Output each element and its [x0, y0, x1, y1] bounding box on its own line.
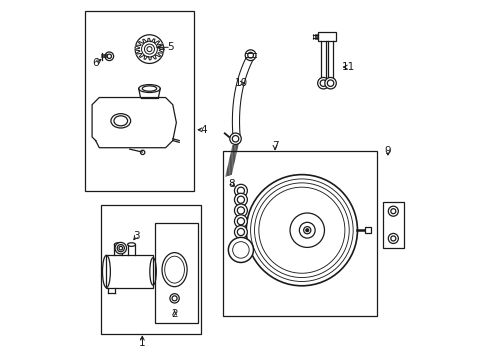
Circle shape — [234, 184, 247, 197]
Text: 10: 10 — [234, 78, 247, 88]
Circle shape — [234, 193, 247, 206]
Bar — [317, 32, 335, 41]
Polygon shape — [135, 39, 163, 60]
Bar — [364, 227, 370, 233]
Text: 3: 3 — [133, 231, 140, 240]
Circle shape — [115, 242, 126, 254]
Bar — [223, 151, 376, 316]
Circle shape — [135, 35, 163, 63]
Text: 7: 7 — [271, 141, 278, 151]
Circle shape — [299, 222, 314, 238]
Text: 8: 8 — [228, 179, 235, 189]
Circle shape — [305, 229, 308, 231]
Text: 1: 1 — [139, 338, 145, 348]
Text: 4: 4 — [200, 125, 206, 135]
Circle shape — [169, 294, 179, 303]
Circle shape — [317, 77, 328, 89]
Circle shape — [387, 233, 398, 243]
Text: 11: 11 — [341, 62, 354, 72]
Circle shape — [229, 133, 241, 144]
Text: 6: 6 — [92, 58, 99, 68]
Bar — [106, 255, 153, 288]
Bar — [101, 205, 201, 334]
Circle shape — [234, 226, 247, 238]
Bar — [155, 223, 198, 323]
Bar — [85, 12, 194, 191]
Circle shape — [324, 77, 336, 89]
Text: 2: 2 — [171, 310, 178, 319]
Bar — [382, 202, 403, 248]
Text: 5: 5 — [167, 42, 174, 52]
Circle shape — [234, 215, 247, 228]
Circle shape — [244, 50, 255, 60]
Circle shape — [387, 206, 398, 216]
Circle shape — [234, 204, 247, 217]
Text: 9: 9 — [384, 146, 390, 156]
Circle shape — [228, 237, 253, 262]
